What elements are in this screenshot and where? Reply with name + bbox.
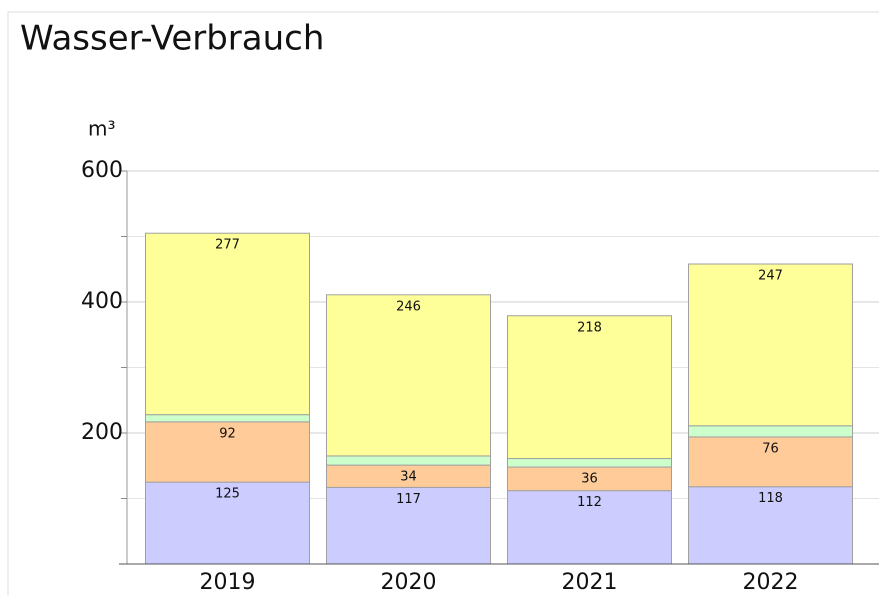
bar-segment bbox=[145, 232, 310, 416]
bar-segment bbox=[688, 425, 853, 438]
bar-segment bbox=[326, 486, 491, 565]
data-label: 125 bbox=[215, 487, 240, 502]
y-tick-label: 400 bbox=[81, 289, 123, 314]
y-tick-label: 600 bbox=[81, 158, 123, 183]
data-label: 246 bbox=[396, 299, 421, 314]
bar-segment bbox=[688, 263, 853, 427]
bar-segment bbox=[145, 414, 310, 423]
data-label: 277 bbox=[215, 238, 240, 253]
x-tick-label: 2020 bbox=[381, 570, 437, 595]
x-tick-label: 2021 bbox=[562, 570, 618, 595]
x-tick-label: 2022 bbox=[743, 570, 799, 595]
data-label: 92 bbox=[219, 426, 236, 441]
y-tick-label: 200 bbox=[81, 420, 123, 445]
data-label: 36 bbox=[581, 472, 598, 487]
bar-segment bbox=[507, 458, 672, 468]
bar-segment bbox=[507, 315, 672, 460]
bar-segment bbox=[688, 486, 853, 565]
x-tick-label: 2019 bbox=[200, 570, 256, 595]
data-label: 247 bbox=[758, 269, 783, 284]
bar-segment bbox=[145, 481, 310, 565]
data-label: 118 bbox=[758, 491, 783, 506]
y-axis-label: m³ bbox=[88, 117, 116, 141]
bar-segment bbox=[326, 294, 491, 457]
chart-title: Wasser-Verbrauch bbox=[20, 19, 324, 59]
bar-segment bbox=[507, 490, 672, 565]
data-label: 117 bbox=[396, 492, 421, 507]
data-label: 76 bbox=[762, 441, 779, 456]
frame bbox=[7, 11, 879, 595]
bar-segment bbox=[145, 421, 310, 483]
data-label: 34 bbox=[400, 470, 417, 485]
bar-segment bbox=[688, 436, 853, 488]
data-label: 218 bbox=[577, 320, 602, 335]
data-label: 112 bbox=[577, 495, 602, 510]
bar-segment bbox=[326, 455, 491, 466]
